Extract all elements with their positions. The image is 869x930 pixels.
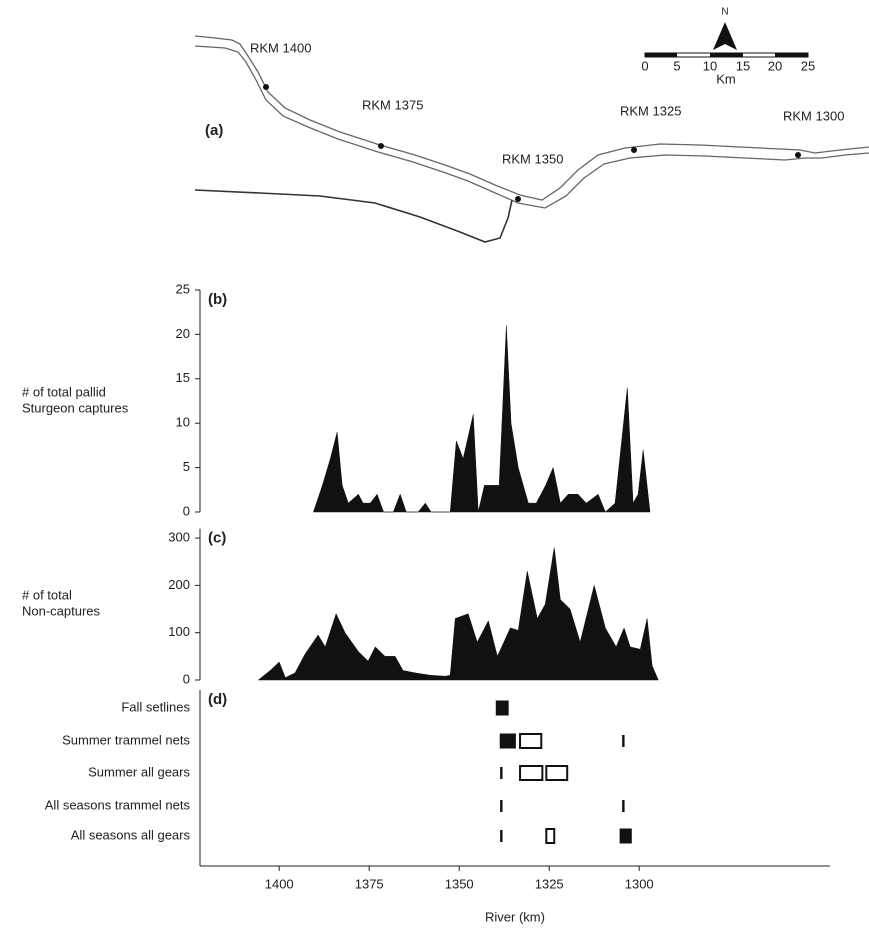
panel-label: (c) <box>208 530 226 547</box>
marker-open <box>519 733 543 749</box>
rkm-dot <box>263 84 269 90</box>
y-tick-label: 15 <box>176 370 190 385</box>
scale-unit: Km <box>716 71 736 86</box>
shoreline <box>194 189 513 243</box>
x-tick-label: 1375 <box>355 876 384 891</box>
marker-line <box>500 800 503 812</box>
river-bank <box>194 45 869 209</box>
y-tick-label: 300 <box>168 530 190 545</box>
marker-line <box>500 767 503 779</box>
rkm-dot <box>795 152 801 158</box>
row-label: Summer trammel nets <box>62 732 190 747</box>
marker-filled <box>495 700 509 716</box>
river-bank <box>194 35 869 201</box>
row-label: Fall setlines <box>121 699 190 714</box>
area <box>313 325 651 513</box>
rkm-dot <box>515 196 521 202</box>
rkm-label: RKM 1350 <box>502 151 563 166</box>
row-label: Summer all gears <box>88 764 190 779</box>
y-axis-label: Sturgeon captures <box>22 400 129 415</box>
map: RKM 1400 RKM 1375 RKM 1350 RKM 1325 RKM … <box>194 7 869 243</box>
north-arrow <box>713 22 737 50</box>
row-label: All seasons trammel nets <box>45 797 191 812</box>
marker-filled <box>619 828 632 844</box>
area <box>257 547 659 681</box>
y-axis-label: Non-captures <box>22 604 101 619</box>
scale-label: 20 <box>768 58 782 73</box>
x-tick-label: 1350 <box>445 876 474 891</box>
rkm-dot <box>631 147 637 153</box>
y-tick-label: 20 <box>176 326 190 341</box>
y-axis-label: # of total <box>22 588 72 603</box>
north-label: N <box>721 7 728 18</box>
rkm-dot <box>378 143 384 149</box>
marker-open <box>519 765 544 781</box>
row-label: All seasons all gears <box>71 827 191 842</box>
rkm-label: RKM 1400 <box>250 40 311 55</box>
scale-label: 5 <box>673 58 680 73</box>
panel-label: (a) <box>205 122 223 139</box>
y-tick-label: 25 <box>176 281 190 296</box>
x-tick-label: 1400 <box>265 876 294 891</box>
panel-label: (d) <box>208 691 227 708</box>
marker-open <box>545 765 569 781</box>
panel-label: (b) <box>208 291 227 308</box>
y-tick-label: 200 <box>168 577 190 592</box>
marker-line <box>500 830 503 842</box>
rkm-label: RKM 1300 <box>783 108 844 123</box>
scale-bar <box>710 53 743 57</box>
y-tick-label: 100 <box>168 624 190 639</box>
scale-label: 10 <box>703 58 717 73</box>
y-tick-label: 10 <box>176 415 190 430</box>
y-tick-label: 5 <box>183 459 190 474</box>
rkm-label: RKM 1325 <box>620 103 681 118</box>
marker-filled <box>499 733 516 749</box>
scale-label: 0 <box>641 58 648 73</box>
marker-open <box>545 828 556 844</box>
scale-label: 15 <box>736 58 750 73</box>
rkm-label: RKM 1375 <box>362 97 423 112</box>
scale-bar <box>645 53 677 57</box>
x-axis-label: River (km) <box>485 909 545 924</box>
scale-bar <box>775 53 808 57</box>
marker-line <box>622 735 625 747</box>
marker-line <box>622 800 625 812</box>
y-tick-label: 0 <box>183 671 190 686</box>
x-tick-label: 1325 <box>535 876 564 891</box>
y-tick-label: 0 <box>183 503 190 518</box>
y-axis-label: # of total pallid <box>22 384 106 399</box>
scale-label: 25 <box>801 58 815 73</box>
x-tick-label: 1300 <box>625 876 654 891</box>
